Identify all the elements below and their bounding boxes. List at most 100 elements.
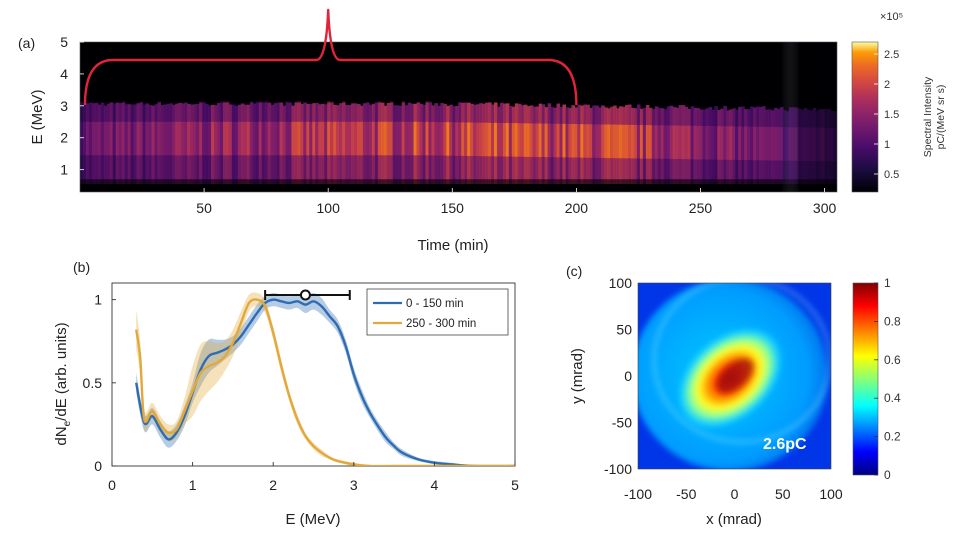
heatmap-tail-fade [650,42,837,192]
heatmap-core [228,121,233,156]
heatmap-core [243,121,248,156]
heatmap-core [616,124,620,159]
heatmap-core [520,123,525,157]
panel-b-xtick-label: 2 [269,477,277,493]
heatmap-core [502,123,507,157]
heatmap-core [642,125,647,159]
panel-c-xtick-label: -100 [624,486,652,502]
heatmap-core [100,121,105,156]
heatmap-core [133,121,138,156]
colorbar-c-tick-label: 1 [884,276,891,290]
colorbar-a-tick-label: 0.5 [884,169,899,181]
heatmap-core [437,122,441,156]
heatmap-core [175,121,179,156]
heatmap-core [479,122,483,157]
heatmap-core [374,121,379,156]
heatmap-core [252,121,257,156]
heatmap-core [139,121,144,156]
panel-b-series [134,292,515,466]
heatmap-core [485,122,489,157]
panel-a-xtick-label: 50 [196,200,212,216]
panel-a: (a) 50 100 150 200 250 300 1 2 3 4 5 Time (min) E … [18,8,947,254]
heatmap-core [395,121,400,156]
heatmap-core [547,123,552,158]
heatmap-core [607,124,611,159]
heatmap-core [586,124,590,158]
panel-a-ytick-label: 4 [60,66,68,82]
panel-b-xtick-label: 5 [511,477,519,493]
panel-b-legend: 0 - 150 min 250 - 300 min [366,288,509,336]
heatmap-core [136,121,141,156]
heatmap-core [523,123,528,157]
heatmap-core [380,121,385,156]
heatmap-core [184,121,188,156]
legend-box [366,288,509,336]
heatmap-core [124,121,129,156]
heatmap-core [589,124,593,158]
heatmap-core [553,123,558,158]
heatmap-core [604,124,608,159]
heatmap-core [619,124,623,159]
heatmap-core [559,123,564,158]
heatmap-core [193,121,197,156]
heatmap-core [404,121,409,156]
panel-b: (b) 0 1 2 3 4 5 0 0.5 1 E (MeV) dNe/dE (arb. uni… [53,259,519,528]
heatmap-core [118,121,123,156]
heatmap-core [261,121,266,156]
heatmap-core [88,121,93,156]
panel-b-ytick-label: 1 [94,292,102,308]
heatmap-core [130,121,135,156]
heatmap-core [237,121,242,156]
colorbar-c-tick-label: 0.4 [884,391,901,405]
heatmap-core [583,124,587,158]
panel-a-ytick-label: 1 [60,162,68,178]
panel-a-axes: 50 100 150 200 250 300 1 2 3 4 5 [60,34,836,216]
heatmap-core [234,121,239,156]
errorbar-center-marker [299,289,311,301]
panel-a-xtick-label: 300 [813,200,837,216]
heatmap-core [348,121,352,156]
heatmap-core [499,122,504,157]
heatmap-core [181,121,185,156]
heatmap-core [574,124,578,158]
heatmap-core [249,121,254,156]
heatmap-core [231,121,236,156]
panel-c-label: (c) [566,263,582,279]
heatmap-core [633,124,638,159]
heatmap-core [508,123,513,157]
heatmap-core [303,121,307,156]
panel-a-heatmap [80,42,837,192]
heatmap-core [636,124,641,159]
heatmap-core [205,121,209,156]
heatmap-core [294,121,299,156]
heatmap-core [285,121,290,156]
heatmap-core [449,122,453,156]
panel-b-ytick-label: 0 [94,458,102,474]
energy-errorbar [264,289,351,301]
panel-c-xtick-label: 0 [731,486,739,502]
heatmap-core [571,124,576,158]
heatmap-core [613,124,617,159]
panel-c-xlabel: x (mrad) [706,511,762,528]
panel-c-heatmap [638,283,831,469]
panel-c-ytick-label: -100 [604,461,632,477]
heatmap-core [398,121,403,156]
heatmap-core [356,121,361,156]
ylabel-subscript: e [62,420,73,426]
heatmap-core [526,123,531,157]
heatmap-core [488,122,492,157]
heatmap-core [345,121,349,156]
heatmap-core [645,125,650,159]
colorbar-c-tick-label: 0.8 [884,314,901,328]
panel-a-ytick-label: 2 [60,130,68,146]
panel-a-xtick-label: 150 [441,200,465,216]
colorbar-c-tick-label: 0.6 [884,353,901,367]
heatmap-core [622,124,626,159]
heatmap-core [121,121,126,156]
time-range-bracket [83,8,578,106]
heatmap-core [199,121,203,156]
series-1-line [135,298,515,466]
panel-c-xtick-label: -50 [676,486,696,502]
heatmap-core [85,121,90,156]
panel-a-xtick-label: 250 [689,200,713,216]
